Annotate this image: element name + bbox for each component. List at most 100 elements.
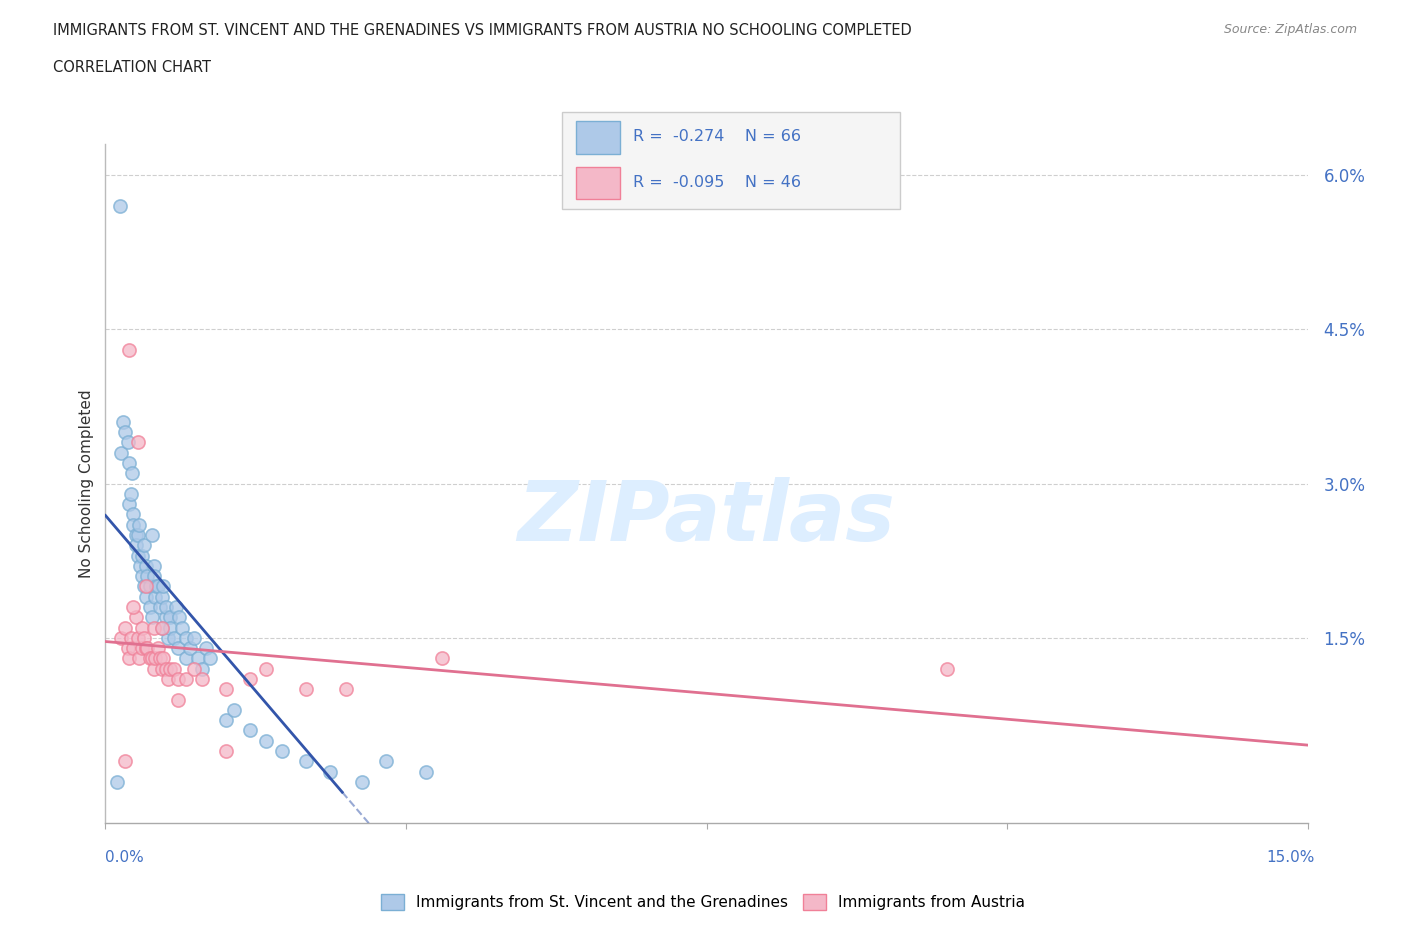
Point [120,486,142,501]
Point [127,527,149,542]
Point [166,692,188,707]
Point [430,651,453,666]
Point [128,517,150,532]
Point [174,651,197,666]
Point [118,651,141,666]
Point [350,775,373,790]
Point [135,579,157,594]
Text: CORRELATION CHART: CORRELATION CHART [53,60,211,75]
Point [114,425,136,440]
Point [118,456,141,471]
Point [135,590,157,604]
Point [270,744,292,759]
Point [190,671,212,686]
Point [170,620,193,635]
Point [254,661,277,676]
Text: 0.0%: 0.0% [105,850,145,865]
Point [179,641,201,656]
Point [132,538,155,552]
Point [214,712,236,727]
Point [150,661,173,676]
Point [138,651,160,666]
Point [143,651,166,666]
Point [131,548,153,563]
Point [132,631,155,645]
Point [159,620,181,635]
Point [117,641,139,656]
Point [143,590,166,604]
Point [112,415,135,430]
Point [159,610,181,625]
Point [135,641,157,656]
Point [214,682,236,697]
FancyBboxPatch shape [576,122,620,153]
Text: Source: ZipAtlas.com: Source: ZipAtlas.com [1223,23,1357,36]
Point [167,610,190,625]
Point [131,569,153,584]
Point [118,342,141,357]
Point [159,661,181,676]
Point [174,631,197,645]
Point [141,610,163,625]
Point [174,671,197,686]
Point [194,641,217,656]
Point [110,631,132,645]
Point [155,610,177,625]
Point [114,754,136,769]
Point [132,579,155,594]
Point [129,558,152,573]
Point [110,445,132,460]
Text: IMMIGRANTS FROM ST. VINCENT AND THE GRENADINES VS IMMIGRANTS FROM AUSTRIA NO SCH: IMMIGRANTS FROM ST. VINCENT AND THE GREN… [53,23,912,38]
Point [150,620,173,635]
Point [122,600,145,615]
Point [149,651,172,666]
Point [146,579,169,594]
Point [214,744,236,759]
Point [136,569,159,584]
Point [295,754,318,769]
Point [150,590,173,604]
Point [156,631,179,645]
Point [936,661,959,676]
Point [155,661,177,676]
Point [155,600,177,615]
Point [295,682,318,697]
Point [122,641,145,656]
Point [254,734,277,749]
Point [125,538,148,552]
Point [142,558,165,573]
Point [150,620,173,635]
Point [125,610,148,625]
Point [114,620,136,635]
Point [190,661,212,676]
Point [146,641,169,656]
Point [152,651,174,666]
Point [131,620,153,635]
Point [142,569,165,584]
Point [125,527,148,542]
Point [149,600,172,615]
Text: R =  -0.274    N = 66: R = -0.274 N = 66 [633,129,801,144]
Point [117,435,139,450]
Point [166,641,188,656]
Point [222,702,245,717]
Point [183,661,205,676]
Text: R =  -0.095    N = 46: R = -0.095 N = 46 [633,176,801,191]
Point [145,579,167,594]
Point [162,661,184,676]
Point [183,631,205,645]
Point [122,517,145,532]
Point [127,631,149,645]
Point [108,198,131,213]
Point [165,600,187,615]
Text: ZIPatlas: ZIPatlas [517,477,896,558]
Point [118,497,141,512]
Point [135,558,157,573]
Point [198,651,221,666]
Point [127,548,149,563]
Point [239,723,262,737]
Point [162,631,184,645]
Point [142,661,165,676]
Point [120,631,142,645]
Point [415,764,437,779]
